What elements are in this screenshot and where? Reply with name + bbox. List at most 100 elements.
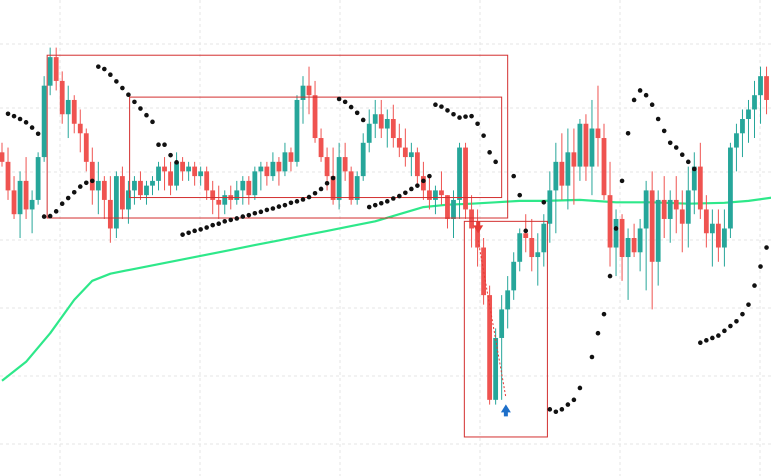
- candle-down: [312, 80, 318, 143]
- sar-dot: [312, 190, 318, 196]
- candle-body: [144, 185, 149, 196]
- sar-dot: [673, 145, 679, 150]
- sar-dot: [77, 184, 83, 189]
- candle-body: [336, 157, 342, 200]
- candle-up: [384, 109, 390, 148]
- sar-dot: [35, 131, 41, 137]
- candle-up: [734, 123, 739, 172]
- candle-down: [463, 142, 468, 219]
- sar-dot: [96, 64, 101, 69]
- sar-dot: [661, 128, 667, 134]
- candle-body: [547, 190, 553, 224]
- candle-body: [198, 171, 204, 177]
- candle-up: [156, 161, 161, 191]
- candle-down: [715, 209, 721, 262]
- candle-down: [138, 171, 143, 200]
- sar-dot: [409, 186, 414, 192]
- candle-up: [408, 142, 414, 177]
- sar-dot: [643, 92, 649, 98]
- sar-dot: [631, 97, 637, 103]
- candle-body: [691, 166, 697, 191]
- candle-body: [204, 171, 210, 191]
- candle-down: [631, 223, 637, 258]
- sar-dot: [114, 79, 119, 84]
- candle-body: [372, 114, 378, 124]
- candle-body: [324, 157, 330, 177]
- candle-up: [553, 142, 559, 234]
- candle-body: [535, 252, 541, 258]
- sar-dot: [740, 311, 745, 317]
- candle-body: [469, 209, 474, 229]
- candle-body: [216, 199, 222, 205]
- candle-body: [565, 152, 571, 186]
- candle-body: [517, 233, 523, 262]
- sar-dot: [764, 245, 769, 250]
- candle-body: [463, 147, 468, 210]
- sar-dot: [439, 104, 444, 109]
- candle-up: [270, 152, 276, 181]
- sar-dot: [607, 273, 613, 279]
- candle-body: [511, 261, 517, 291]
- candle-body: [439, 190, 444, 196]
- candle-body: [433, 190, 438, 200]
- sar-dot: [59, 201, 65, 207]
- candle-body: [35, 157, 41, 200]
- sar-dot: [541, 200, 547, 205]
- candle-body: [661, 199, 667, 219]
- candle-body: [523, 233, 529, 238]
- candle-up: [589, 99, 595, 196]
- buy-arrow-icon: [500, 404, 511, 417]
- candle-down: [649, 171, 655, 310]
- candle-down: [348, 166, 354, 205]
- candle-up: [625, 228, 631, 300]
- candle-down: [89, 147, 95, 205]
- candle-up: [740, 109, 745, 158]
- candle-body: [577, 123, 583, 167]
- sar-dot: [433, 102, 438, 108]
- candle-down: [276, 157, 282, 186]
- candle-down: [396, 123, 402, 158]
- sar-dot: [144, 112, 149, 118]
- candle-body: [649, 190, 655, 262]
- candle-body: [264, 166, 270, 177]
- candle-down: [264, 161, 270, 186]
- candle-up: [174, 152, 179, 191]
- sar-dot: [475, 121, 480, 127]
- sar-dot: [330, 175, 336, 181]
- candle-body: [300, 85, 306, 100]
- candle-body: [168, 171, 173, 186]
- sar-dot: [366, 204, 372, 210]
- sar-dot: [559, 407, 565, 412]
- candle-up: [234, 180, 240, 205]
- candle-up: [222, 190, 228, 215]
- candle-body: [65, 99, 71, 115]
- sar-dot: [126, 92, 131, 98]
- candle-body: [240, 180, 246, 191]
- candle-up: [685, 166, 691, 248]
- sar-dot: [372, 202, 378, 208]
- candle-up: [547, 171, 553, 243]
- candle-up: [535, 233, 541, 286]
- candle-body: [132, 180, 137, 191]
- candle-down: [246, 176, 252, 205]
- candle-up: [294, 95, 300, 167]
- candle-down: [83, 128, 89, 172]
- candle-body: [354, 176, 360, 200]
- sar-dot: [324, 180, 330, 186]
- sar-dot: [511, 173, 516, 179]
- sar-dot: [246, 212, 252, 218]
- candle-up: [451, 190, 456, 238]
- sar-dot: [415, 183, 420, 188]
- sar-dot: [601, 311, 607, 317]
- candle-up: [511, 252, 517, 300]
- sar-dot: [11, 113, 17, 119]
- candle-body: [270, 161, 276, 177]
- sar-dot: [186, 230, 191, 236]
- candle-down: [0, 142, 5, 167]
- candle-down: [475, 209, 480, 267]
- sar-dot: [198, 227, 203, 232]
- candle-body: [0, 152, 5, 162]
- candle-body: [17, 180, 23, 215]
- sar-dot: [523, 228, 529, 234]
